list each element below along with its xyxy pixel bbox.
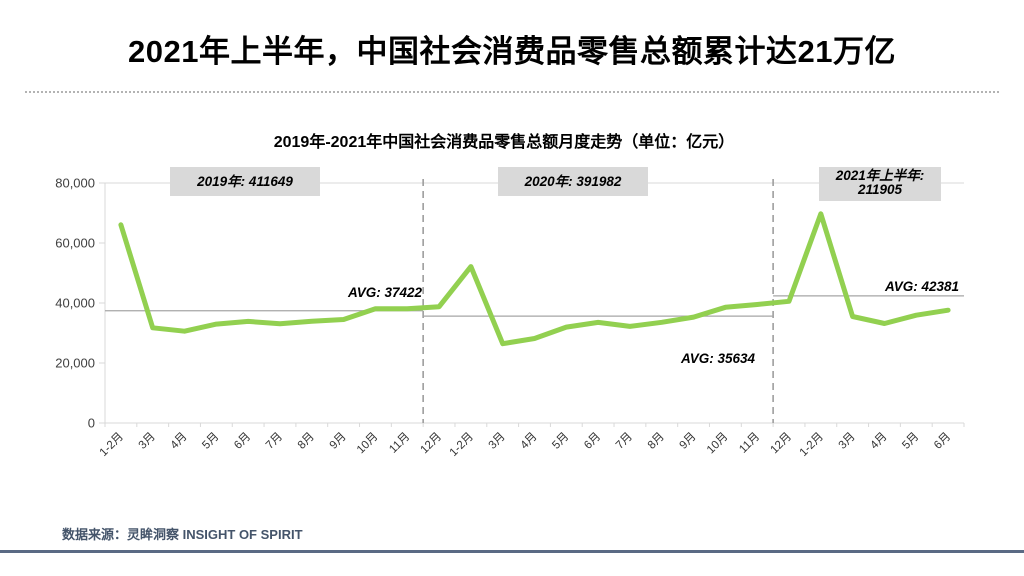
year-total-box	[170, 167, 320, 196]
x-axis-label: 1-2月	[98, 431, 126, 459]
x-axis-label: 11月	[737, 431, 762, 456]
sales-line	[118, 211, 951, 347]
x-axis-label: 3月	[137, 431, 158, 452]
dotted-divider	[25, 91, 999, 93]
x-axis-label: 9月	[328, 431, 349, 452]
year-total-box	[498, 167, 648, 196]
retail-sales-line-chart: 0 20,000 40,000 60,000 80,000 1-2月 3月 4月 5月 6月 7月 8…	[55, 167, 965, 459]
x-axis-label: 3月	[487, 431, 508, 452]
x-axis-label: 4月	[169, 431, 190, 452]
y-axis-label: 80,000	[55, 176, 95, 191]
x-axis-label: 9月	[678, 431, 699, 452]
x-axis-label: 1-2月	[798, 431, 826, 459]
x-axis-label: 10月	[705, 431, 731, 457]
x-axis-label: 11月	[387, 431, 412, 456]
y-axis-label: 0	[88, 416, 95, 431]
year-total-label: 2021年上半年:	[835, 168, 925, 183]
year-total-label: 211905	[857, 182, 903, 197]
x-axis-label: 4月	[868, 431, 889, 452]
average-label: AVG: 37422	[347, 285, 423, 300]
footer-accent-bar	[0, 550, 1024, 553]
year-total-label: 2019年: 411649	[196, 174, 293, 189]
x-axis-label: 8月	[646, 431, 667, 452]
x-axis-label: 7月	[614, 431, 635, 452]
x-axis-label: 5月	[550, 431, 571, 452]
x-axis-label: 4月	[518, 431, 539, 452]
x-axis-label: 3月	[837, 431, 858, 452]
x-axis-label: 7月	[264, 431, 285, 452]
average-label: AVG: 35634	[680, 351, 756, 366]
x-axis-label: 1-2月	[448, 431, 476, 459]
y-axis-label: 60,000	[55, 236, 95, 251]
x-axis-label: 10月	[355, 431, 381, 457]
x-axis-label: 12月	[768, 431, 794, 457]
x-axis-label: 6月	[932, 431, 953, 452]
y-axis-label: 20,000	[55, 356, 95, 371]
x-axis-label: 8月	[296, 431, 317, 452]
year-total-box	[819, 167, 941, 201]
x-axis-label: 12月	[419, 431, 445, 457]
average-label: AVG: 42381	[884, 279, 959, 294]
x-axis-label: 6月	[582, 431, 603, 452]
page-title: 2021年上半年，中国社会消费品零售总额累计达21万亿	[128, 34, 896, 69]
x-axis-label: 6月	[232, 431, 253, 452]
y-axis-label: 40,000	[55, 296, 95, 311]
x-axis-label: 5月	[200, 431, 221, 452]
chart-title: 2019年-2021年中国社会消费品零售总额月度走势（单位：亿元）	[273, 134, 735, 151]
year-total-label: 2020年: 391982	[524, 174, 622, 189]
x-axis-label: 5月	[900, 431, 921, 452]
data-source-note: 数据来源：灵眸洞察 INSIGHT OF SPIRIT	[62, 527, 303, 542]
